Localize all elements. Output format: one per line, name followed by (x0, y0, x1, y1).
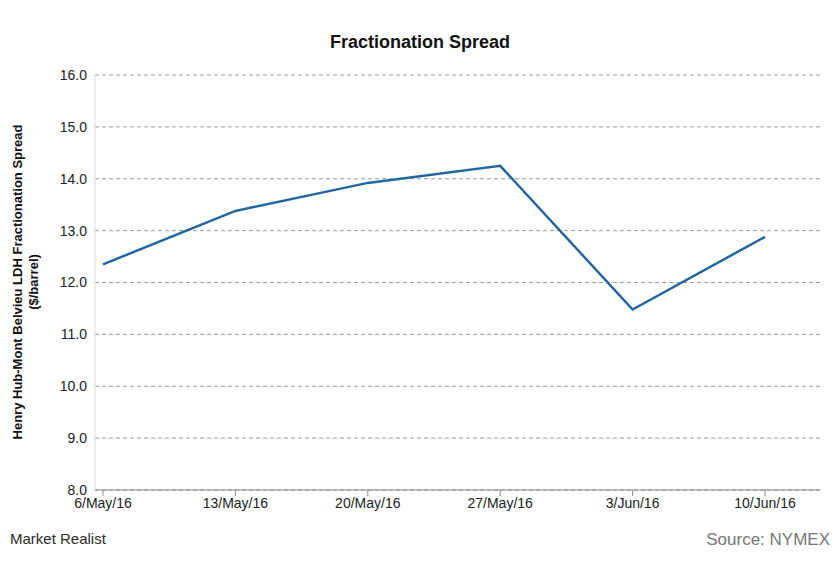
svg-text:15.0: 15.0 (60, 119, 87, 135)
svg-text:20/May/16: 20/May/16 (335, 495, 401, 511)
svg-text:10.0: 10.0 (60, 378, 87, 394)
svg-text:16.0: 16.0 (60, 67, 87, 83)
svg-text:13.0: 13.0 (60, 223, 87, 239)
svg-text:Henry Hub-Mont Belvieu LDH Fra: Henry Hub-Mont Belvieu LDH Fractionation… (10, 124, 25, 439)
svg-text:9.0: 9.0 (68, 430, 88, 446)
svg-text:10/Jun/16: 10/Jun/16 (734, 495, 796, 511)
svg-text:3/Jun/16: 3/Jun/16 (606, 495, 660, 511)
svg-text:8.0: 8.0 (68, 482, 88, 498)
html-text:Source: NYMEX: Source: NYMEX (706, 530, 830, 549)
svg-text:13/May/16: 13/May/16 (203, 495, 269, 511)
svg-text:6/May/16: 6/May/16 (74, 494, 132, 511)
svg-text:11.0: 11.0 (61, 326, 87, 342)
html-text:Market Realist: Market Realist (10, 530, 106, 547)
html-text:Fractionation Spread: Fractionation Spread (330, 32, 510, 52)
svg-text:27/May/16: 27/May/16 (468, 495, 534, 511)
svg-text:14.0: 14.0 (60, 171, 87, 187)
svg-text:($/barrel): ($/barrel) (26, 254, 41, 310)
svg-text:12.0: 12.0 (60, 274, 87, 290)
